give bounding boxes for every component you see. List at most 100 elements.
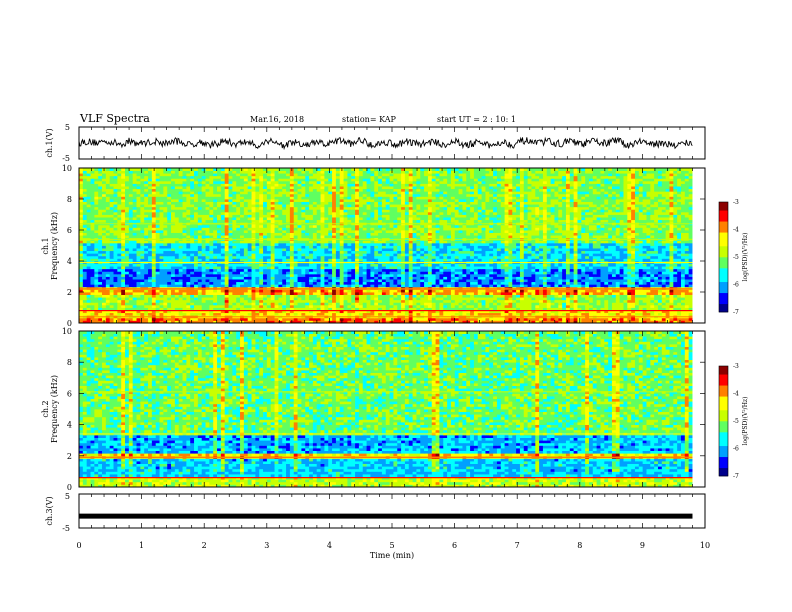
spectrogram-cell <box>650 289 655 293</box>
spectrogram-cell <box>305 294 310 298</box>
spectrogram-cell <box>293 304 298 308</box>
spectrogram-cell <box>305 245 310 249</box>
spectrogram-cell <box>611 289 617 293</box>
spectrogram-cell <box>358 307 364 311</box>
spectrogram-cell <box>447 263 452 267</box>
spectrogram-cell <box>458 289 463 293</box>
spectrogram-cell <box>531 312 536 316</box>
spectrogram-cell <box>86 289 91 293</box>
spectrogram-cell <box>650 271 655 275</box>
spectrogram-cell <box>190 250 195 254</box>
spectrogram-cell <box>573 255 578 259</box>
spectrogram-cell <box>236 242 241 246</box>
spectrogram-cell <box>470 299 475 303</box>
spectrogram-cell <box>458 279 463 283</box>
spectrogram-cell <box>611 276 617 280</box>
spectrogram-cell <box>573 294 578 298</box>
spectrogram-cell <box>393 297 398 301</box>
spectrogram-cell <box>611 320 617 324</box>
spectrogram-cell <box>473 268 479 272</box>
spectrogram-cell <box>539 263 544 267</box>
spectrogram-cell <box>519 271 525 275</box>
spectrogram-cell <box>458 250 463 254</box>
spectrogram-cell <box>301 302 306 306</box>
spectrogram-cell <box>470 250 475 254</box>
spectrogram-cell <box>186 289 191 293</box>
spectrogram-cell <box>109 284 114 288</box>
spectrogram-cell <box>209 268 214 272</box>
spectrogram-cell <box>190 302 195 306</box>
spectrogram-cell <box>450 310 456 314</box>
spectrogram-cell <box>171 279 176 283</box>
spectrogram-cell <box>358 279 364 283</box>
spectrogram-cell <box>512 284 517 288</box>
spectrogram-cell <box>128 294 134 298</box>
spectrogram-cell <box>309 266 314 270</box>
spectrogram-cell <box>274 248 279 252</box>
spectrogram-cell <box>596 294 601 298</box>
spectrogram-cell <box>132 289 137 293</box>
spectrogram-cell <box>339 258 344 262</box>
spectrogram-cell <box>500 245 505 249</box>
spectrogram-cell <box>516 268 521 272</box>
spectrogram-cell <box>182 273 187 277</box>
spectrogram-cell <box>447 258 452 262</box>
spectrogram-cell <box>408 266 413 270</box>
spectrogram-cell <box>155 266 160 270</box>
spectrogram-cell <box>443 268 448 272</box>
spectrogram-cell <box>684 294 690 298</box>
spectrogram-cell <box>220 250 226 254</box>
spectrogram-cell <box>427 255 433 259</box>
spectrogram-cell <box>519 294 525 298</box>
spectrogram-cell <box>654 317 659 321</box>
spectrogram-cell <box>470 284 475 288</box>
spectrogram-cell <box>516 250 521 254</box>
spectrogram-cell <box>657 255 663 259</box>
spectrogram-cell <box>186 310 191 314</box>
spectrogram-cell <box>404 320 410 324</box>
spectrogram-cell <box>608 245 613 249</box>
spectrogram-cell <box>669 276 674 280</box>
spectrogram-cell <box>374 320 379 324</box>
spectrogram-cell <box>596 297 601 301</box>
spectrogram-cell <box>688 312 693 316</box>
spectrogram-cell <box>473 248 479 252</box>
spectrogram-cell <box>328 299 333 303</box>
spectrogram-cell <box>79 310 84 314</box>
spectrogram-cell <box>213 255 218 259</box>
spectrogram-cell <box>646 307 651 311</box>
spectrogram-cell <box>512 307 517 311</box>
spectrogram-cell <box>289 299 295 303</box>
spectrogram-cell <box>581 299 586 303</box>
spectrogram-cell <box>565 310 571 314</box>
spectrogram-cell <box>351 276 356 280</box>
spectrogram-cell <box>86 312 91 316</box>
spectrogram-cell <box>439 263 444 267</box>
spectrogram-cell <box>588 268 594 272</box>
spectrogram-cell <box>500 271 505 275</box>
spectrogram-cell <box>573 320 578 324</box>
spectrogram-cell <box>347 281 352 285</box>
spectrogram-cell <box>171 307 176 311</box>
spectrogram-cell <box>404 312 410 316</box>
spectrogram-cell <box>596 289 601 293</box>
spectrogram-cell <box>389 292 394 295</box>
spectrogram-cell <box>255 297 260 301</box>
spectrogram-cell <box>569 310 575 314</box>
spectrogram-cell <box>293 273 298 277</box>
spectrogram-cell <box>447 284 452 288</box>
spectrogram-cell <box>309 317 314 321</box>
spectrogram-cell <box>546 276 552 280</box>
spectrogram-cell <box>186 307 191 311</box>
spectrogram-cell <box>489 268 494 272</box>
spectrogram-cell <box>684 302 690 306</box>
spectrogram-cell <box>289 312 295 316</box>
spectrogram-cell <box>535 255 540 259</box>
spectrogram-cell <box>516 289 521 293</box>
spectrogram-cell <box>117 242 122 246</box>
spectrogram-cell <box>389 258 394 262</box>
spectrogram-cell <box>324 253 329 257</box>
spectrogram-cell <box>339 263 344 267</box>
spectrogram-cell <box>489 250 494 254</box>
spectrogram-cell <box>627 279 632 283</box>
